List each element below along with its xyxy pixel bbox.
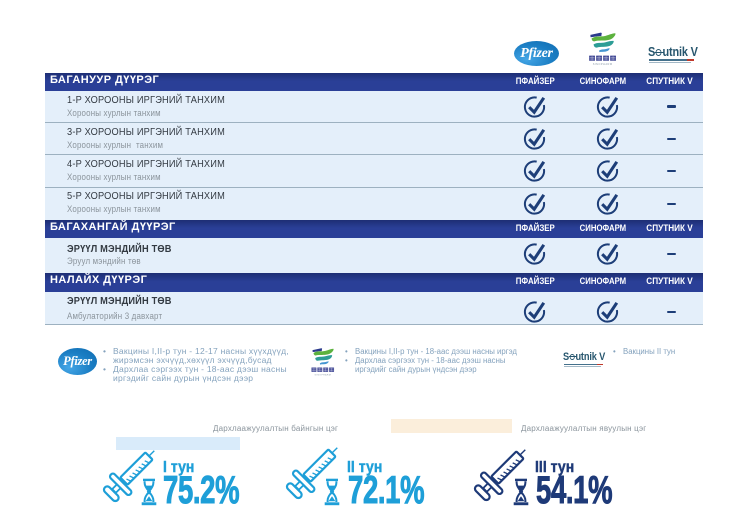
svg-text:SINOPHARM: SINOPHARM <box>315 373 332 376</box>
svg-text:SINOPHARM: SINOPHARM <box>593 62 613 66</box>
